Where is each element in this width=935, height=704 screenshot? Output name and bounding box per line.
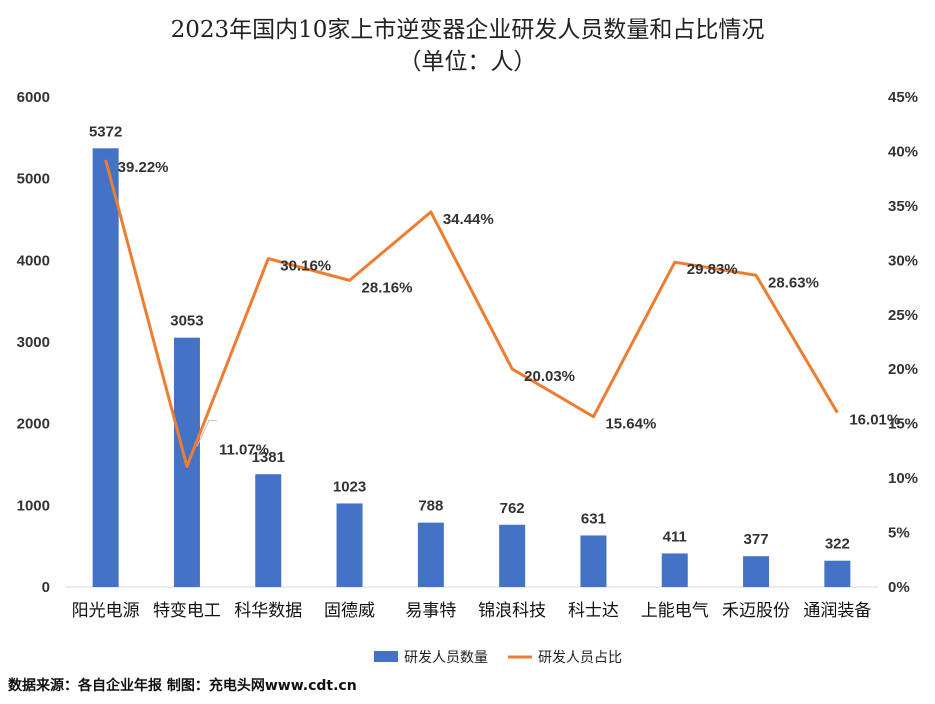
y-right-tick-label: 20%	[888, 361, 918, 378]
x-category-label: 科士达	[568, 601, 619, 620]
bar-value-label: 788	[418, 498, 443, 515]
y-left-tick-label: 4000	[17, 252, 50, 269]
bar	[824, 560, 851, 587]
bar-value-label: 1381	[252, 449, 285, 466]
y-left-tick-label: 1000	[17, 497, 50, 514]
y-right-tick-label: 15%	[888, 416, 918, 433]
bar-value-label: 1023	[333, 478, 366, 495]
line-value-label: 39.22%	[118, 159, 169, 176]
line-value-label: 16.01%	[849, 412, 900, 429]
line-value-label: 29.83%	[687, 261, 738, 278]
y-right-tick-label: 5%	[888, 525, 910, 542]
y-right-tick-label: 25%	[888, 307, 918, 324]
y-left-tick-label: 5000	[17, 171, 50, 188]
bar-value-label: 377	[744, 531, 769, 548]
bar-value-label: 3053	[170, 313, 203, 330]
line-value-label: 28.16%	[362, 279, 413, 296]
bar-value-label: 762	[500, 500, 525, 517]
x-category-label: 易事特	[405, 601, 456, 620]
y-right-tick-label: 0%	[888, 579, 910, 596]
bar	[661, 553, 688, 587]
bar-value-label: 411	[663, 528, 687, 545]
y-left-tick-label: 3000	[17, 334, 50, 351]
line-value-label: 15.64%	[605, 416, 656, 433]
line-value-label: 11.07%	[219, 441, 269, 458]
line-series	[104, 159, 839, 468]
chart-title: 2023年国内10家上市逆变器企业研发人员数量和占比情况	[170, 17, 765, 43]
bar	[92, 148, 119, 587]
chart-subtitle: （单位：人）	[398, 49, 537, 75]
line-value-label: 30.16%	[280, 258, 331, 275]
y-right-tick-label: 40%	[888, 143, 918, 160]
y-left-tick-label: 0	[42, 579, 50, 596]
bar	[336, 503, 363, 587]
label-leader-line	[196, 419, 217, 447]
line-value-label: 28.63%	[768, 274, 819, 291]
bar	[255, 474, 282, 587]
bar	[417, 522, 444, 587]
bar	[743, 556, 770, 587]
bar	[499, 524, 526, 587]
y-right-tick-label: 10%	[888, 470, 918, 487]
legend-line-label: 研发人员占比	[538, 649, 622, 665]
line-value-label: 34.44%	[443, 211, 494, 228]
y-right-tick-label: 35%	[888, 198, 918, 215]
y-right-tick-label: 45%	[888, 89, 918, 106]
x-category-label: 特变电工	[153, 601, 221, 620]
bar-value-label: 5372	[89, 123, 122, 140]
x-category-label: 通润装备	[803, 601, 871, 620]
source-note: 数据来源：各自企业年报 制图：充电头网www.cdt.cn	[8, 678, 357, 694]
x-category-label: 锦浪科技	[478, 601, 546, 620]
x-category-label: 科华数据	[234, 601, 302, 620]
y-right-tick-label: 30%	[888, 252, 918, 269]
line-value-label: 20.03%	[524, 368, 575, 385]
bar-value-label: 631	[581, 510, 606, 527]
legend-bar-swatch	[374, 651, 398, 662]
y-left-tick-label: 2000	[17, 416, 50, 433]
bar	[580, 535, 607, 587]
y-left-tick-label: 6000	[17, 89, 50, 106]
x-category-label: 固德威	[324, 601, 375, 620]
x-category-label: 阳光电源	[72, 601, 140, 620]
x-category-label: 禾迈股份	[722, 601, 790, 620]
bar-value-label: 322	[825, 536, 850, 553]
legend-bar-label: 研发人员数量	[404, 649, 488, 665]
x-category-label: 上能电气	[641, 601, 709, 620]
